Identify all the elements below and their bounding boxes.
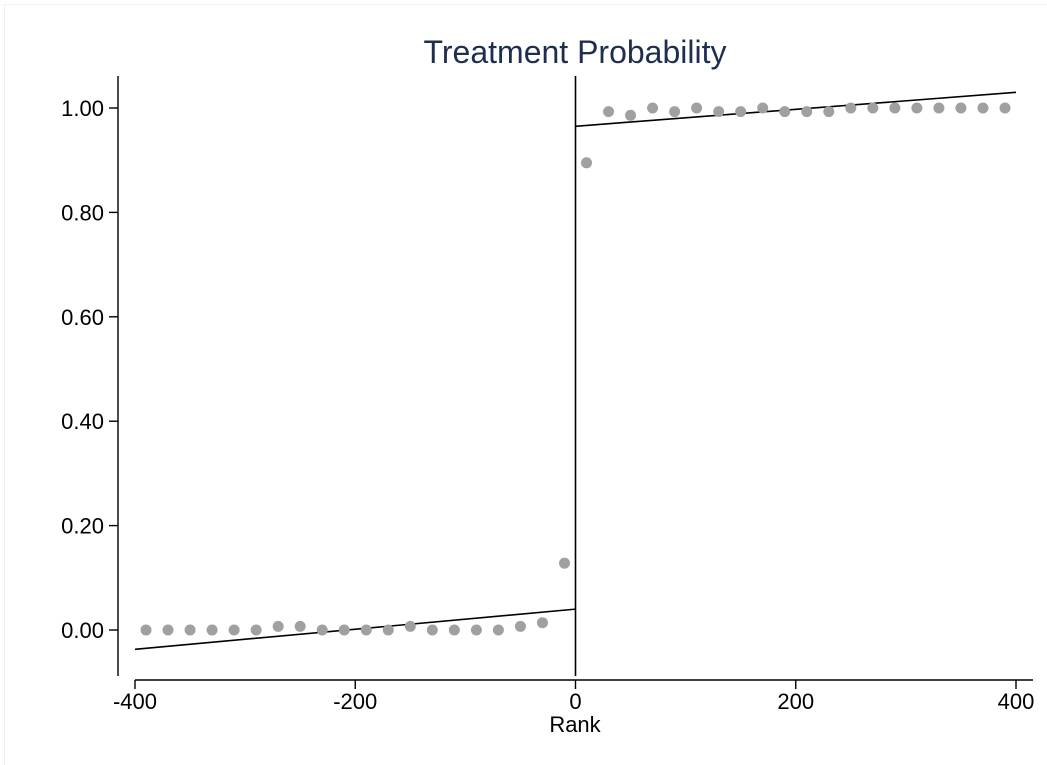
data-point	[251, 625, 262, 636]
data-point	[273, 621, 284, 632]
data-point	[295, 621, 306, 632]
data-point	[867, 103, 878, 114]
data-point	[317, 625, 328, 636]
data-point	[581, 157, 592, 168]
data-point	[647, 103, 658, 114]
fit-line	[576, 92, 1017, 126]
y-tick-label: 1.00	[61, 96, 104, 121]
y-tick-label: 0.20	[61, 514, 104, 539]
y-tick-label: 0.40	[61, 409, 104, 434]
data-point	[669, 106, 680, 117]
y-tick-label: 0.80	[61, 200, 104, 225]
x-tick-label: 0	[569, 689, 581, 714]
data-point	[977, 103, 988, 114]
data-point	[801, 106, 812, 117]
data-point	[625, 110, 636, 121]
x-tick-label: -200	[333, 689, 377, 714]
x-tick-label: 200	[777, 689, 814, 714]
data-point	[823, 106, 834, 117]
x-axis: -400 -200 0 200 400	[113, 680, 1034, 714]
data-point	[779, 106, 790, 117]
y-axis: 0.00 0.20 0.40 0.60 0.80 1.00	[61, 76, 118, 676]
data-point	[449, 625, 460, 636]
data-point	[691, 103, 702, 114]
data-point	[845, 103, 856, 114]
data-point	[889, 103, 900, 114]
data-point	[713, 106, 724, 117]
data-point	[603, 106, 614, 117]
data-point	[471, 625, 482, 636]
data-point	[735, 106, 746, 117]
data-point	[141, 625, 152, 636]
data-point	[163, 625, 174, 636]
data-point	[999, 103, 1010, 114]
fit-line	[135, 609, 576, 649]
data-point	[207, 625, 218, 636]
data-point	[405, 621, 416, 632]
data-point	[911, 103, 922, 114]
data-point	[515, 621, 526, 632]
data-point	[427, 625, 438, 636]
data-point	[339, 625, 350, 636]
y-tick-label: 0.60	[61, 305, 104, 330]
y-tick-label: 0.00	[61, 618, 104, 643]
data-point	[757, 103, 768, 114]
data-point	[493, 625, 504, 636]
data-point	[559, 558, 570, 569]
chart-title: Treatment Probability	[424, 34, 727, 70]
data-point	[537, 617, 548, 628]
x-tick-label: 400	[998, 689, 1035, 714]
data-point	[361, 625, 372, 636]
data-point	[955, 103, 966, 114]
data-point	[933, 103, 944, 114]
x-axis-title: Rank	[549, 712, 601, 737]
data-point	[185, 625, 196, 636]
data-point	[383, 625, 394, 636]
x-tick-label: -400	[113, 689, 157, 714]
data-point	[229, 625, 240, 636]
